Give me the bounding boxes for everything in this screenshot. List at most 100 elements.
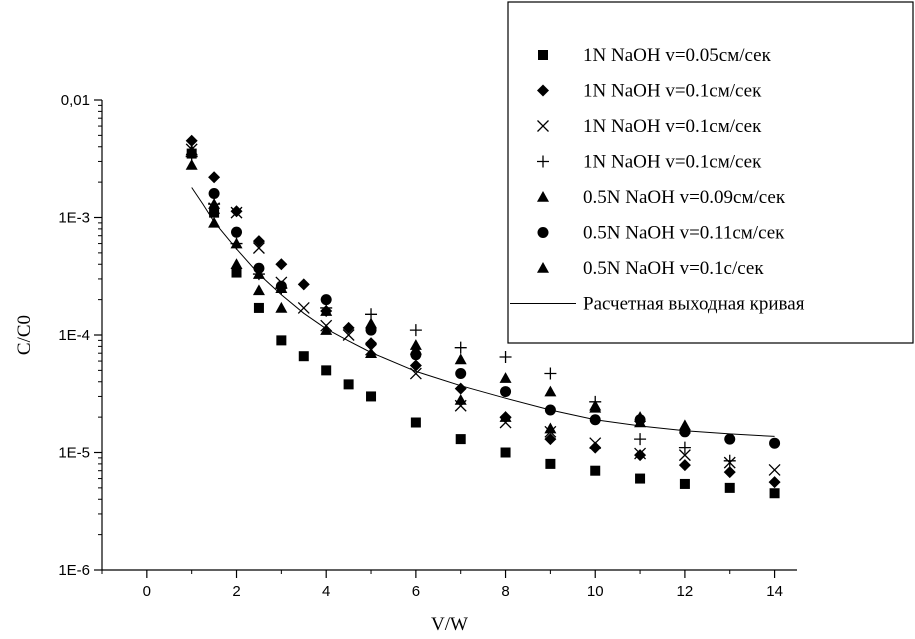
data-point-circle: [320, 294, 332, 306]
data-point-square: [276, 335, 287, 346]
data-point-diamond: [723, 466, 736, 479]
data-point-square: [298, 351, 309, 362]
data-point-diamond: [589, 441, 602, 454]
data-point-diamond: [678, 459, 691, 472]
y-axis-title: C/C0: [14, 315, 35, 355]
data-point-circle: [365, 324, 377, 336]
data-point-triangle: [208, 198, 221, 209]
data-point-square: [253, 302, 264, 313]
y-tick-label: 0,01: [61, 92, 90, 109]
legend-marker-triangle: [537, 262, 549, 273]
series-7: [185, 144, 691, 434]
data-point-square: [545, 458, 556, 469]
x-tick-label: 0: [143, 583, 151, 600]
data-point-diamond: [252, 235, 265, 248]
data-point-triangle: [544, 385, 557, 397]
legend-label: 1N NaOH v=0.1см/сек: [583, 81, 762, 102]
data-point-triangle: [409, 343, 422, 355]
data-point-square: [366, 391, 377, 402]
data-point-diamond: [544, 433, 557, 446]
data-point-cross: [589, 437, 602, 450]
x-tick-label: 4: [322, 583, 330, 600]
data-point-circle: [769, 437, 781, 449]
data-point-diamond: [342, 321, 355, 334]
data-point-diamond: [275, 258, 288, 271]
legend-item: 0.5N NaOH v=0.11см/сек: [537, 223, 785, 244]
legend-label: 0.5N NaOH v=0.1с/сек: [583, 258, 764, 279]
data-point-triangle: [275, 282, 288, 294]
data-point-triangle: [185, 158, 198, 170]
y-tick-label: 1E-3: [58, 210, 90, 227]
x-tick-label: 12: [677, 583, 694, 600]
data-point-triangle: [454, 353, 467, 365]
legend-item: 1N NaOH v=0.05см/сек: [538, 45, 772, 66]
x-tick-label: 14: [766, 583, 783, 600]
legend-label: 0.5N NaOH v=0.09см/сек: [583, 187, 786, 208]
data-point-cross: [230, 206, 243, 219]
data-point-circle: [455, 368, 467, 380]
x-ticks: 0 2 4 6 8 10 12 14: [101, 570, 783, 600]
legend-item: 0.5N NaOH v=0.09см/сек: [537, 187, 786, 208]
data-point-square: [321, 365, 332, 376]
legend-marker-plus: [537, 155, 549, 168]
data-point-triangle: [634, 416, 647, 428]
legend-item: 1N NaOH v=0.1см/сек: [537, 152, 762, 173]
data-point-triangle: [499, 372, 512, 383]
data-point-square: [769, 488, 780, 499]
legend-label: 1N NaOH v=0.1см/сек: [583, 152, 762, 173]
data-point-triangle: [275, 301, 288, 313]
legend-marker-circle: [537, 227, 549, 238]
data-point-triangle: [499, 411, 512, 422]
data-point-circle: [208, 188, 220, 200]
data-point-triangle: [230, 258, 243, 270]
x-tick-label: 6: [412, 583, 420, 600]
y-tick-label: 1E-5: [58, 445, 90, 462]
x-tick-label: 8: [501, 583, 509, 600]
series-1: [186, 148, 780, 499]
data-point-cross: [297, 301, 310, 314]
data-point-triangle: [320, 305, 333, 316]
legend-box: [507, 1, 914, 344]
data-point-plus: [678, 441, 691, 454]
legend-label: 0.5N NaOH v=0.11см/сек: [583, 223, 785, 244]
data-point-square: [231, 267, 242, 278]
legend-marker-square: [538, 50, 548, 60]
data-point-square: [590, 465, 601, 476]
data-point-cross: [678, 449, 691, 462]
data-point-diamond: [185, 134, 198, 147]
x-tick-label: 2: [232, 583, 240, 600]
fit-curve-line: [191, 187, 775, 437]
data-point-square: [410, 417, 421, 428]
data-point-plus: [634, 433, 647, 446]
data-point-plus: [409, 324, 422, 337]
y-ticks: 1E-6 1E-5 1E-4 1E-3 0,01: [58, 92, 102, 579]
legend-item: 1N NaOH v=0.1см/сек: [537, 116, 762, 137]
data-point-diamond: [297, 278, 310, 291]
data-point-triangle: [589, 401, 602, 413]
data-point-square: [343, 379, 354, 390]
y-tick-label: 1E-4: [58, 327, 90, 344]
data-point-diamond: [230, 205, 243, 218]
data-point-cross: [768, 464, 781, 476]
data-point-diamond: [454, 382, 467, 395]
data-point-diamond: [634, 449, 647, 462]
legend-item: 1N NaOH v=0.1см/сек: [537, 81, 762, 102]
legend-item: 0.5N NaOH v=0.1с/сек: [537, 258, 764, 279]
data-point-plus: [499, 350, 512, 363]
data-point-circle: [231, 226, 243, 238]
legend: 1N NaOH v=0.05см/сек 1N NaOH v=0.1см/сек 1…: [507, 1, 914, 344]
legend-marker-diamond: [537, 84, 549, 97]
legend-label: 1N NaOH v=0.1см/сек: [583, 116, 762, 137]
legend-label: 1N NaOH v=0.05см/сек: [583, 45, 772, 66]
data-point-cross: [252, 242, 265, 254]
legend-marker-cross: [537, 120, 549, 132]
data-point-square: [679, 478, 690, 489]
data-point-plus: [454, 341, 467, 354]
data-point-square: [455, 434, 466, 445]
legend-marker-triangle: [537, 191, 549, 202]
legend-label: Расчетная выходная кривая: [583, 294, 805, 315]
data-point-circle: [500, 386, 512, 398]
data-point-plus: [544, 367, 557, 380]
data-point-cross: [634, 447, 647, 460]
